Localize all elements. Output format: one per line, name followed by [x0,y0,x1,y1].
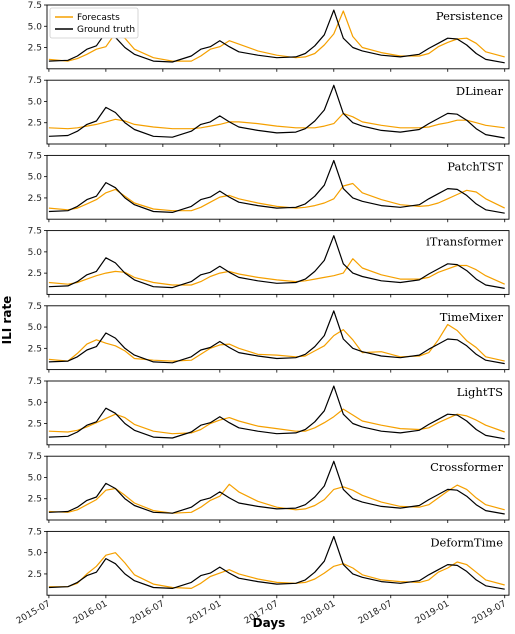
x-tick-label: 2018-01 [300,599,338,626]
forecast-line [48,182,505,212]
x-tick-label: 2019-01 [414,599,452,626]
ground-truth-line [48,385,505,440]
y-tick-label: 5.0 [28,97,43,107]
y-tick-label: 5.0 [28,473,43,483]
forecast-line [48,258,505,286]
legend-label: Forecasts [77,13,120,23]
panel-title: DeformTime [430,535,503,549]
ground-truth-line [48,310,505,365]
forecast-line [48,552,505,589]
y-tick-label: 5.0 [28,323,43,333]
forecast-line [48,408,505,435]
panel-title: Persistence [436,9,503,23]
panel-title: DLinear [456,84,504,98]
legend-box [49,7,139,39]
panel-patchtst: 2.5 5.0 7.5 PatchTST [28,151,510,223]
panel-lightts: 2.5 5.0 7.5 LightTS [28,377,510,448]
panel-frame [46,154,510,220]
x-tick-label: 2019-07 [471,599,509,626]
panels: 2.5 5.0 7.5 Persistence 2.5 5.0 7.5 DLinear 2.5 5… [28,1,510,599]
y-tick-label: 2.5 [28,420,42,430]
forecast-line [48,112,505,130]
y-tick-label: 2.5 [28,495,42,505]
forecast-line [48,323,505,362]
panel-frame [46,380,510,446]
panel-frame [46,230,510,295]
ground-truth-line [48,9,505,64]
y-tick-label: 7.5 [28,151,42,161]
y-tick-label: 2.5 [28,269,42,279]
y-tick-label: 2.5 [28,570,42,580]
ground-truth-line [48,235,505,289]
panel-dlinear: 2.5 5.0 7.5 DLinear [28,76,510,147]
panel-title: LightTS [457,385,503,399]
panel-title: Crossformer [430,460,503,474]
y-tick-label: 7.5 [28,302,42,312]
ground-truth-line [48,159,505,214]
x-tick-label: 2018-07 [357,599,395,626]
y-tick-label: 7.5 [28,377,42,387]
panel-title: iTransformer [426,235,503,249]
ground-truth-line [48,84,505,139]
panel-frame [46,455,510,521]
panel-timemixer: 2.5 5.0 7.5 TimeMixer [28,302,510,373]
y-tick-label: 5.0 [28,398,43,408]
legend: Forecasts Ground truth [49,7,139,39]
panel-title: PatchTST [447,159,503,173]
x-tick-label: 2015-07 [15,599,53,626]
panel-title: TimeMixer [440,310,504,324]
y-tick-label: 7.5 [28,227,42,237]
ground-truth-line [48,535,505,590]
x-axis-title: Days [253,616,286,630]
panel-deformtime: 2.5 5.0 7.5 DeformTime [28,527,510,599]
y-tick-label: 2.5 [28,119,42,129]
y-axis-title: ILI rate [0,296,14,345]
panel-frame [46,305,510,371]
y-tick-label: 7.5 [28,452,42,462]
y-tick-label: 5.0 [28,549,43,559]
y-tick-label: 2.5 [28,44,42,54]
legend-label: Ground truth [77,25,135,35]
panel-itransformer: 2.5 5.0 7.5 iTransformer [28,227,510,298]
x-tick-label: 2017-01 [186,599,224,626]
panel-frame [46,530,510,596]
y-tick-label: 5.0 [28,173,43,183]
panel-frame [46,4,510,70]
y-tick-label: 7.5 [28,527,42,537]
y-tick-label: 5.0 [28,248,43,258]
y-tick-label: 2.5 [28,344,42,354]
ground-truth-line [48,460,505,515]
x-tick-label: 2016-07 [129,599,167,626]
panel-crossformer: 2.5 5.0 7.5 Crossformer [28,452,510,523]
y-tick-label: 7.5 [28,76,42,86]
panel-frame [46,79,510,145]
y-tick-label: 5.0 [28,22,43,32]
y-tick-label: 7.5 [28,1,42,11]
y-tick-label: 2.5 [28,194,42,204]
x-tick-label: 2016-01 [72,599,110,626]
